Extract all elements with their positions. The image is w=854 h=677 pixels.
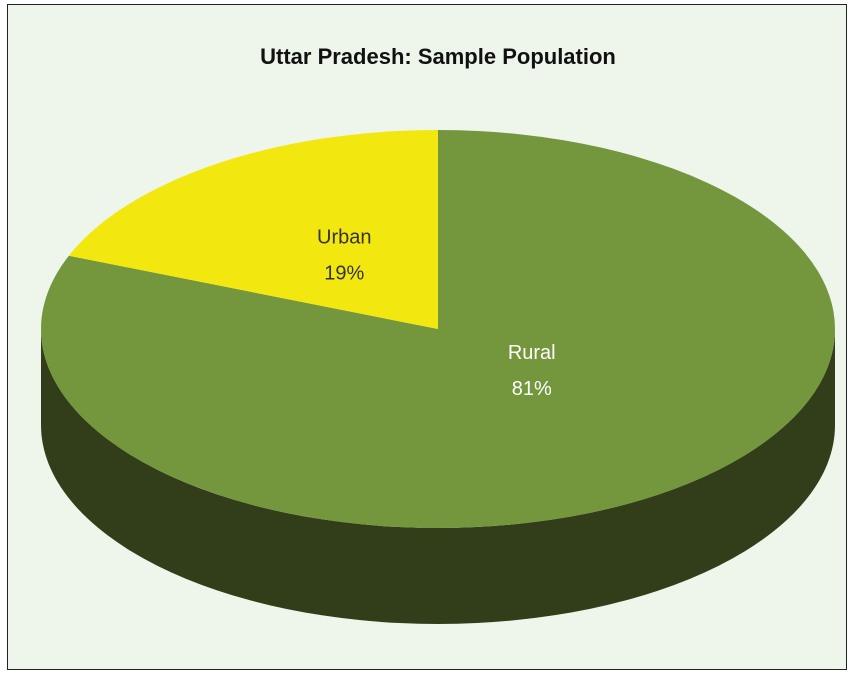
slice-label: Urban <box>317 227 371 249</box>
slice-label: Rural <box>508 342 556 364</box>
slice <box>41 130 836 529</box>
chart-title: Uttar Pradesh: Sample Population <box>260 44 616 69</box>
slice-value-label: 19% <box>324 263 364 285</box>
slice-side <box>41 329 835 624</box>
slice-value-label: 81% <box>512 378 552 400</box>
slice <box>68 130 439 329</box>
